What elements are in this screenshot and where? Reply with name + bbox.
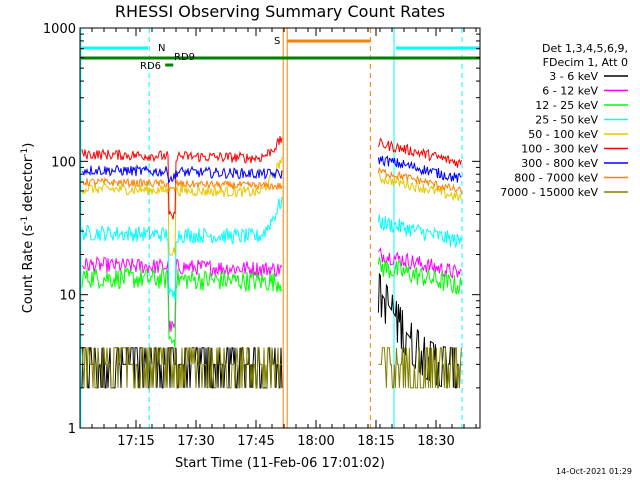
plot-frame: [79, 27, 481, 429]
y-axis-label-main: Count Rate (s: [21, 225, 36, 314]
y-tick-label: 10: [59, 289, 76, 304]
y-tick-label: 100: [51, 155, 76, 170]
series-line-8: [81, 347, 462, 389]
legend-label: 25 - 50 keV: [535, 114, 598, 127]
series-line-3: [81, 196, 462, 301]
y-axis-label: Count Rate (s-1 detector-1): [20, 143, 36, 314]
series-line-4: [81, 157, 462, 257]
x-axis-label: Start Time (11-Feb-06 17:01:02): [175, 456, 385, 471]
legend-label: 6 - 12 keV: [542, 85, 598, 98]
render-timestamp: 14-Oct-2021 01:29: [556, 467, 632, 476]
y-axis-label-sup1: -1: [20, 216, 30, 225]
y-axis-label-end: ): [21, 143, 36, 148]
series-line-5: [81, 135, 462, 220]
legend-label: 7000 - 15000 keV: [500, 186, 598, 199]
legend-label: 100 - 300 keV: [521, 143, 598, 156]
chart-title: RHESSI Observing Summary Count Rates: [115, 2, 445, 21]
x-tick-label: 17:15: [117, 434, 154, 449]
legend-label: 800 - 7000 keV: [514, 172, 598, 185]
legend-header-line-1: Det 1,3,4,5,6,9,: [542, 42, 628, 55]
legend-header-line-2: FDecim 1, Att 0: [543, 56, 628, 69]
series-line-6: [81, 155, 462, 183]
x-tick-label: 17:30: [177, 434, 214, 449]
annotation-s: S: [274, 36, 280, 47]
annotation-n: N: [158, 43, 165, 54]
series-line-2: [81, 256, 462, 349]
x-tick-label: 18:15: [357, 434, 394, 449]
series-line-7: [81, 167, 462, 195]
legend-label: 50 - 100 keV: [528, 128, 598, 141]
x-tick-label: 18:00: [297, 434, 334, 449]
legend-label: 300 - 800 keV: [521, 157, 598, 170]
y-axis-label-sup2: -1: [20, 148, 30, 157]
x-tick-label: 17:45: [237, 434, 274, 449]
legend-label: 3 - 6 keV: [549, 70, 598, 83]
y-tick-label: 1: [68, 422, 76, 437]
x-tick-label: 18:30: [417, 434, 454, 449]
series-line-1: [81, 246, 462, 334]
y-axis-label-mid: detector: [21, 156, 36, 216]
annotation-rd6: RD6: [140, 61, 161, 72]
y-tick-label: 1000: [43, 22, 76, 37]
annotation-rd9: RD9: [174, 52, 195, 63]
legend-label: 12 - 25 keV: [535, 99, 598, 112]
